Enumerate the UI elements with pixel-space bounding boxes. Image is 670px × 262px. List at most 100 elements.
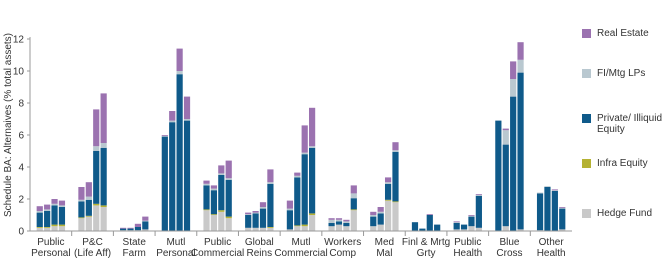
bar-segment	[301, 224, 308, 227]
bar-segment	[426, 215, 433, 231]
x-tick-label-line: Blue	[499, 237, 519, 248]
x-tick-label: Mutl Commercial	[274, 237, 327, 259]
bar-segment	[93, 203, 100, 206]
bar-segment	[475, 227, 482, 231]
x-tick-label-line: Mal	[376, 248, 392, 259]
bar-segment	[252, 212, 259, 214]
x-tick-label-line: Public	[454, 237, 481, 248]
bar-segment	[286, 210, 293, 230]
bar-segment	[377, 213, 384, 225]
bar-segment	[44, 209, 51, 211]
bar-segment	[176, 71, 183, 75]
x-tick-label: Public Health	[453, 237, 482, 259]
bar-segment	[559, 207, 566, 209]
x-tick-label-line: Health	[537, 248, 566, 259]
bar-segment	[161, 135, 168, 137]
bar-segment	[259, 202, 267, 207]
bar-segment	[36, 212, 43, 227]
x-tick-label-line: Health	[453, 248, 482, 259]
bar-segment	[309, 146, 316, 148]
x-tick-label-line: Mutl	[166, 237, 185, 248]
bar-segment	[517, 42, 524, 60]
y-tick-label: 8	[18, 99, 24, 110]
bar-segment	[127, 228, 134, 231]
bar-segment	[510, 79, 517, 97]
bar-segment	[225, 160, 232, 179]
bar-segment	[468, 226, 475, 231]
bar-segment	[78, 187, 85, 200]
bar-segment	[142, 216, 149, 221]
legend-swatch	[582, 29, 591, 38]
bar-segment	[161, 135, 168, 136]
bar-segment	[85, 215, 92, 217]
bar-segment	[559, 207, 566, 208]
bar-segment	[51, 226, 58, 231]
bar-segment	[210, 214, 218, 215]
bar-segment	[392, 201, 399, 203]
bar-segment	[267, 182, 274, 184]
plot: Schedule BA: Alternaives (% total assets…	[3, 33, 572, 259]
bar-segment	[78, 199, 85, 202]
bar-segment	[169, 120, 176, 123]
bar-segment	[127, 227, 134, 229]
bar-segment	[544, 187, 551, 231]
bar-segment	[93, 109, 100, 147]
bar-segment	[210, 188, 218, 191]
bar-segment	[377, 211, 384, 214]
bar-segment	[203, 180, 210, 184]
bar-segment	[286, 200, 293, 209]
x-tick-label-line: (Life Aff)	[74, 248, 111, 259]
bar-segment	[267, 227, 274, 231]
bar-segment	[411, 222, 419, 231]
bar-segment	[559, 229, 566, 231]
bar-segment	[85, 216, 92, 231]
bar-segment	[100, 93, 107, 143]
bar-segment	[218, 210, 225, 212]
bar-segment	[294, 226, 301, 231]
bar-segment	[218, 173, 225, 175]
bar-segment	[142, 221, 149, 230]
bar-segment	[335, 221, 343, 225]
bar-segment	[328, 218, 335, 220]
bar-segment	[142, 220, 149, 222]
bar-segment	[44, 227, 51, 228]
bar-segment	[51, 205, 58, 225]
bar-segment	[453, 222, 460, 223]
bar-segment	[100, 207, 107, 231]
x-tick-label-line: Commercial	[274, 248, 327, 259]
bar-segment	[85, 182, 92, 197]
bar-segment	[502, 226, 509, 231]
bar-segment	[468, 215, 475, 217]
bar-segment	[210, 215, 218, 231]
bar-segment	[225, 178, 232, 180]
x-tick-label-line: State	[123, 237, 147, 248]
x-tick-label: Blue Cross	[496, 237, 522, 259]
bar-segment	[453, 221, 460, 223]
bar-segment	[58, 205, 66, 207]
x-tick-label: State Farm	[123, 237, 147, 259]
legend-label: Infra Equity	[597, 158, 648, 169]
bar-segment	[210, 185, 218, 189]
bar-segment	[267, 183, 274, 227]
x-tick-label-line: Med	[375, 237, 394, 248]
bar-segment	[301, 152, 308, 155]
x-tick-label-line: Grty	[417, 248, 436, 259]
bar-segment	[502, 130, 509, 145]
x-tick-label-line: Personal	[31, 248, 70, 259]
x-tick-label-line: Cross	[496, 248, 522, 259]
bar-segment	[142, 229, 149, 231]
x-tick-label: Finl & Mrtg Grty	[402, 237, 450, 259]
x-tick-label-line: Global	[245, 237, 274, 248]
x-tick-label: Public Personal	[31, 237, 70, 259]
bar-segment	[93, 146, 100, 151]
legend-item: Real Estate	[582, 28, 670, 39]
bar-segment	[78, 201, 85, 218]
bar-segment	[350, 209, 357, 211]
x-tick-label-line: Public	[37, 237, 64, 248]
bar-segment	[536, 193, 544, 231]
bar-segment	[370, 216, 377, 227]
bar-segment	[350, 210, 357, 231]
bar-segment	[309, 147, 316, 214]
bar-segment	[51, 224, 58, 227]
bar-segment	[343, 223, 350, 227]
